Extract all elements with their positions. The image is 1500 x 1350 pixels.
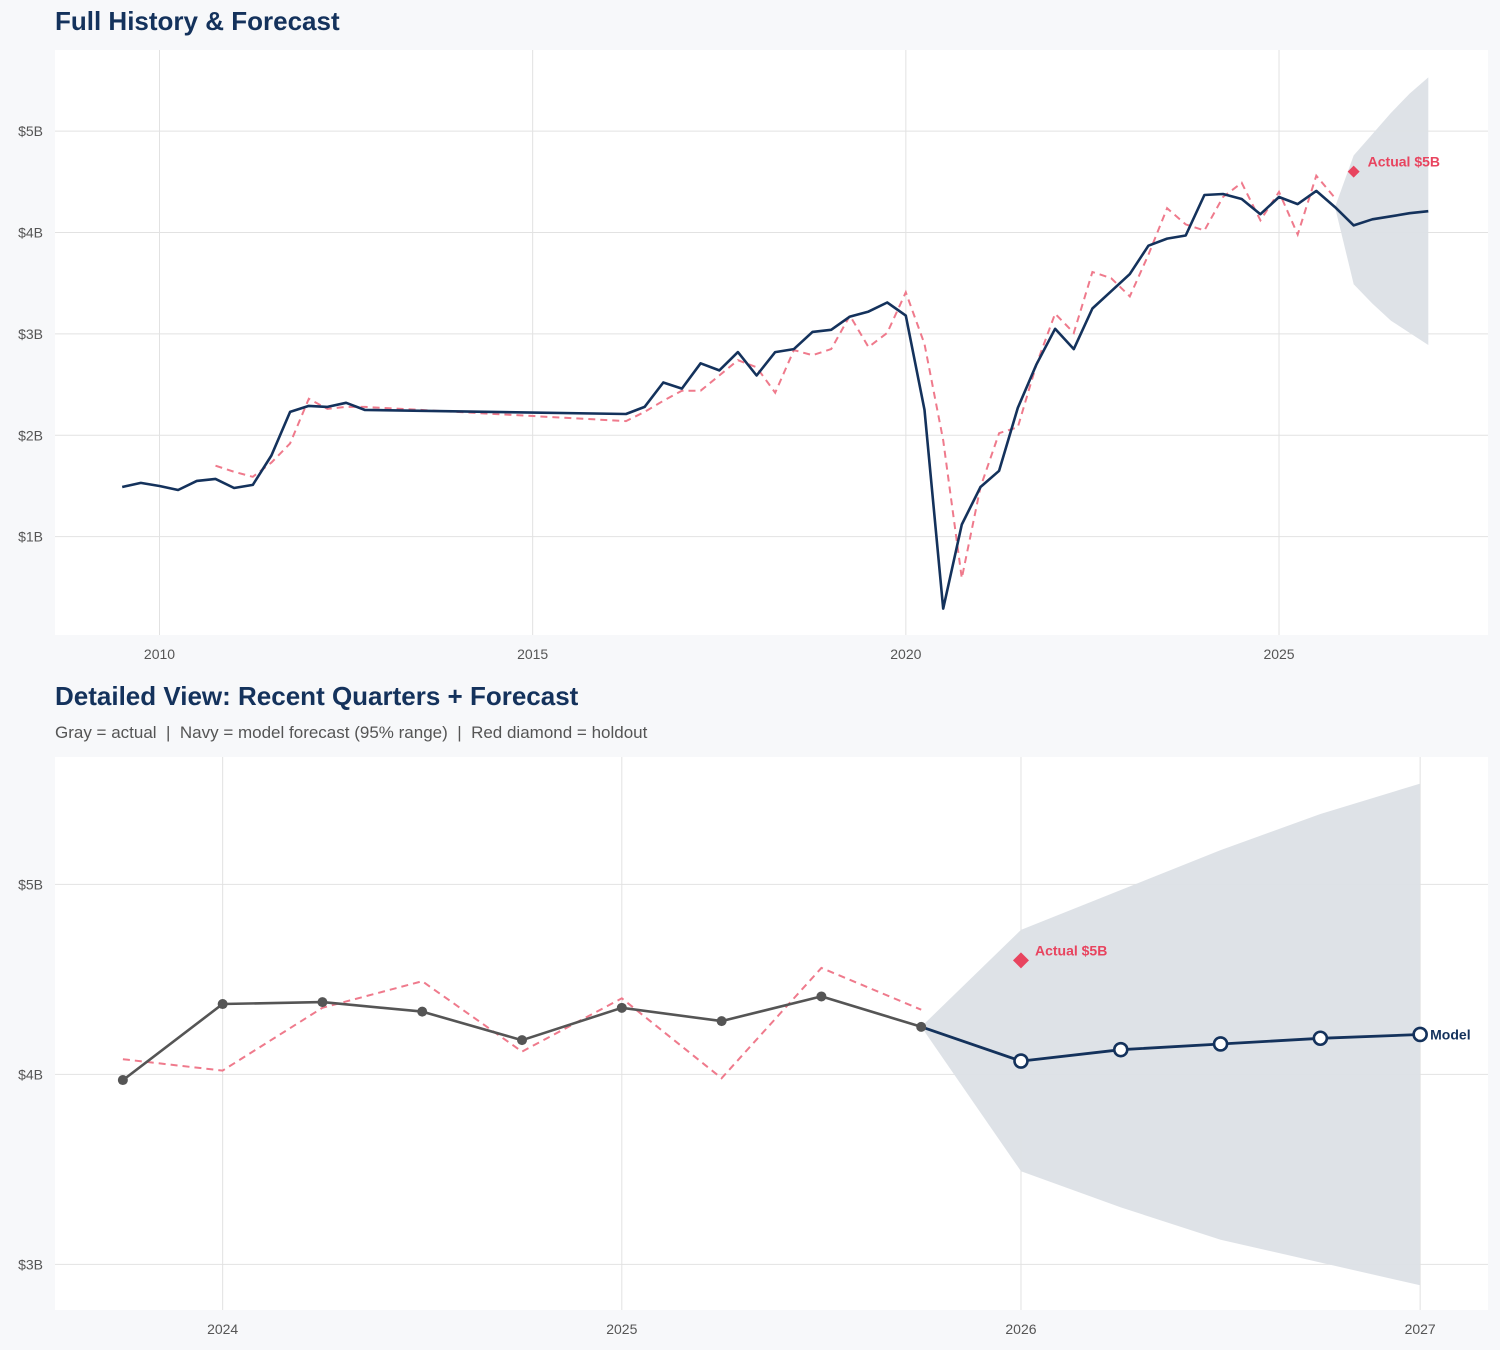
chart-title-top: Full History & Forecast [55, 6, 340, 36]
holdout-diamond [1347, 165, 1360, 178]
x-tick-label: 2026 [1005, 1321, 1036, 1337]
y-tick-label: $2B [18, 427, 43, 443]
chart-0: $1B $2B $3B $4B $5B 2010 2015 2020 2025 Actual $5… [18, 50, 1488, 662]
forecast-line [920, 1025, 1421, 1063]
forecast-band [921, 783, 1421, 1286]
chart-1: $3B $4B $5B 2024 2025 2026 2027 Model Actual $5B [18, 757, 1488, 1337]
fitted-line [215, 173, 1336, 579]
actual-point [616, 1002, 627, 1013]
holdout-label: Actual $5B [1368, 154, 1440, 170]
forecast-point [1212, 1036, 1229, 1052]
chart-title-bottom: Detailed View: Recent Quarters + Forecas… [55, 681, 579, 711]
actual-point [816, 991, 827, 1002]
forecast-point [1112, 1041, 1129, 1058]
forecast-point [1312, 1030, 1329, 1047]
forecast-band [1335, 77, 1429, 346]
plot-area [55, 50, 1488, 635]
y-tick-label: $3B [18, 1256, 43, 1272]
x-tick-label: 2020 [890, 646, 921, 662]
actual-point [417, 1006, 428, 1017]
actual-point [217, 999, 228, 1010]
y-tick-label: $1B [18, 529, 43, 545]
y-tick-label: $5B [18, 123, 43, 139]
chart-subtitle-bottom: Gray = actual | Navy = model forecast (9… [55, 723, 648, 742]
holdout-label: Actual $5B [1035, 942, 1107, 958]
y-tick-label: $3B [18, 326, 43, 342]
forecast-label: Model [1430, 1026, 1470, 1042]
actual-point [517, 1035, 528, 1046]
actual-point [916, 1021, 927, 1032]
holdout-diamond [1012, 952, 1029, 969]
x-tick-label: 2015 [517, 646, 548, 662]
x-tick-label: 2010 [144, 646, 175, 662]
y-tick-label: $4B [18, 224, 43, 240]
actual-point [716, 1016, 727, 1027]
actual-point [317, 997, 328, 1008]
x-tick-label: 2027 [1405, 1321, 1436, 1337]
actual-point [117, 1075, 128, 1086]
y-tick-label: $4B [18, 1066, 43, 1082]
forecast-point [1013, 1053, 1029, 1069]
x-tick-label: 2025 [606, 1321, 637, 1337]
forecast-point [1412, 1026, 1428, 1043]
x-tick-label: 2024 [207, 1321, 238, 1337]
y-tick-label: $5B [18, 876, 43, 892]
x-tick-label: 2025 [1263, 646, 1294, 662]
actual-line [121, 189, 1429, 610]
